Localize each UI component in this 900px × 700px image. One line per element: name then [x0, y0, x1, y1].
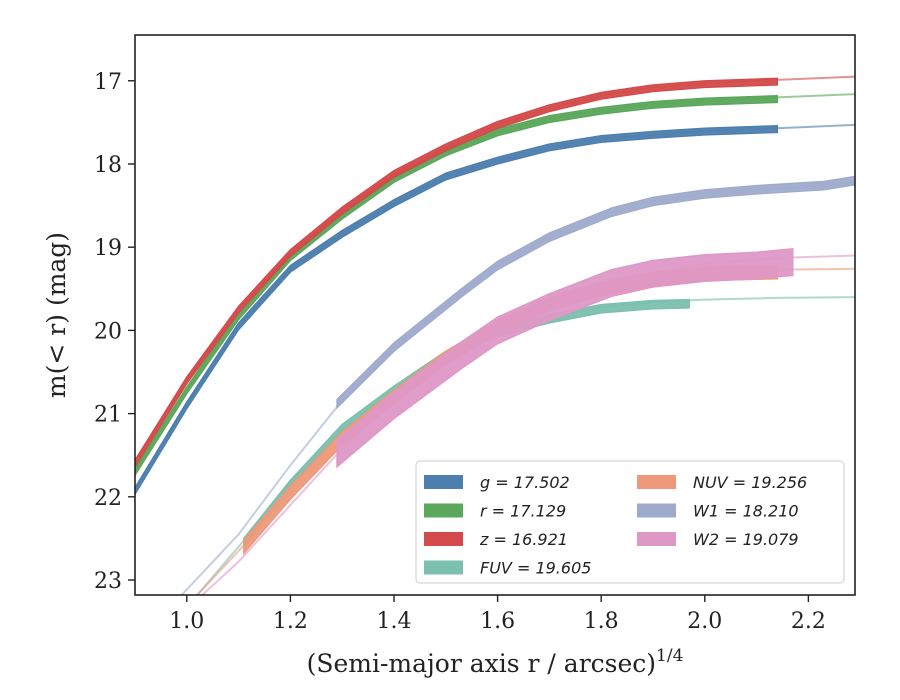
- legend-label-g: g = 17.502: [480, 473, 570, 492]
- y-tick-label: 19: [94, 236, 122, 261]
- legend-swatch-w1: [637, 503, 676, 518]
- legend-swatch-r: [424, 503, 463, 518]
- y-tick-label: 20: [94, 319, 122, 344]
- legend-label-fuv: FUV = 19.605: [480, 559, 591, 578]
- y-tick-label: 22: [94, 486, 122, 511]
- y-axis-title: m(< r) (mag): [42, 232, 71, 398]
- legend-swatch-nuv: [637, 475, 676, 489]
- x-tick-label: 1.6: [480, 609, 515, 634]
- x-tick-label: 1.2: [273, 609, 308, 634]
- x-axis: 1.0 1.2 1.4 1.6 1.8 2.0 2.2: [169, 595, 826, 634]
- x-tick-label: 2.0: [687, 609, 722, 634]
- plot-frame: [134, 34, 856, 596]
- legend-label-w1: W1 = 18.210: [693, 502, 799, 521]
- y-tick-label: 17: [94, 70, 122, 95]
- x-tick-label: 1.4: [376, 609, 411, 634]
- legend-label-nuv: NUV = 19.256: [693, 473, 807, 492]
- data-band-w1: [336, 175, 855, 410]
- x-tick-label: 2.2: [791, 609, 826, 634]
- x-axis-title-superscript: 1/4: [656, 646, 683, 666]
- legend-swatch-w2: [637, 532, 676, 546]
- y-tick-label: 18: [94, 153, 122, 178]
- x-tick-label: 1.8: [584, 609, 619, 634]
- y-tick-label: 21: [94, 403, 122, 428]
- y-axis: 17 18 19 20 21 22 23: [94, 70, 135, 594]
- legend-label-z: z = 16.921: [479, 530, 568, 549]
- y-tick-label: 23: [94, 569, 122, 594]
- x-axis-title: (Semi-major axis r / arcsec)1/4: [307, 646, 684, 678]
- data-bands: [135, 77, 855, 556]
- legend-swatch-fuv: [424, 560, 463, 575]
- legend-box: [415, 460, 845, 584]
- x-tick-label: 1.0: [169, 609, 204, 634]
- data-band-w2: [336, 248, 794, 469]
- x-axis-title-text: (Semi-major axis r / arcsec): [307, 649, 656, 678]
- legend-label-w2: W2 = 19.079: [693, 530, 799, 549]
- data-band-g: [135, 124, 778, 496]
- legend: g = 17.502 r = 17.129 z = 16.921 FUV = 19.6…: [415, 460, 845, 584]
- legend-label-r: r = 17.129: [480, 502, 566, 521]
- data-band-z: [135, 77, 778, 469]
- legend-swatch-g: [424, 475, 463, 489]
- legend-swatch-z: [424, 532, 463, 546]
